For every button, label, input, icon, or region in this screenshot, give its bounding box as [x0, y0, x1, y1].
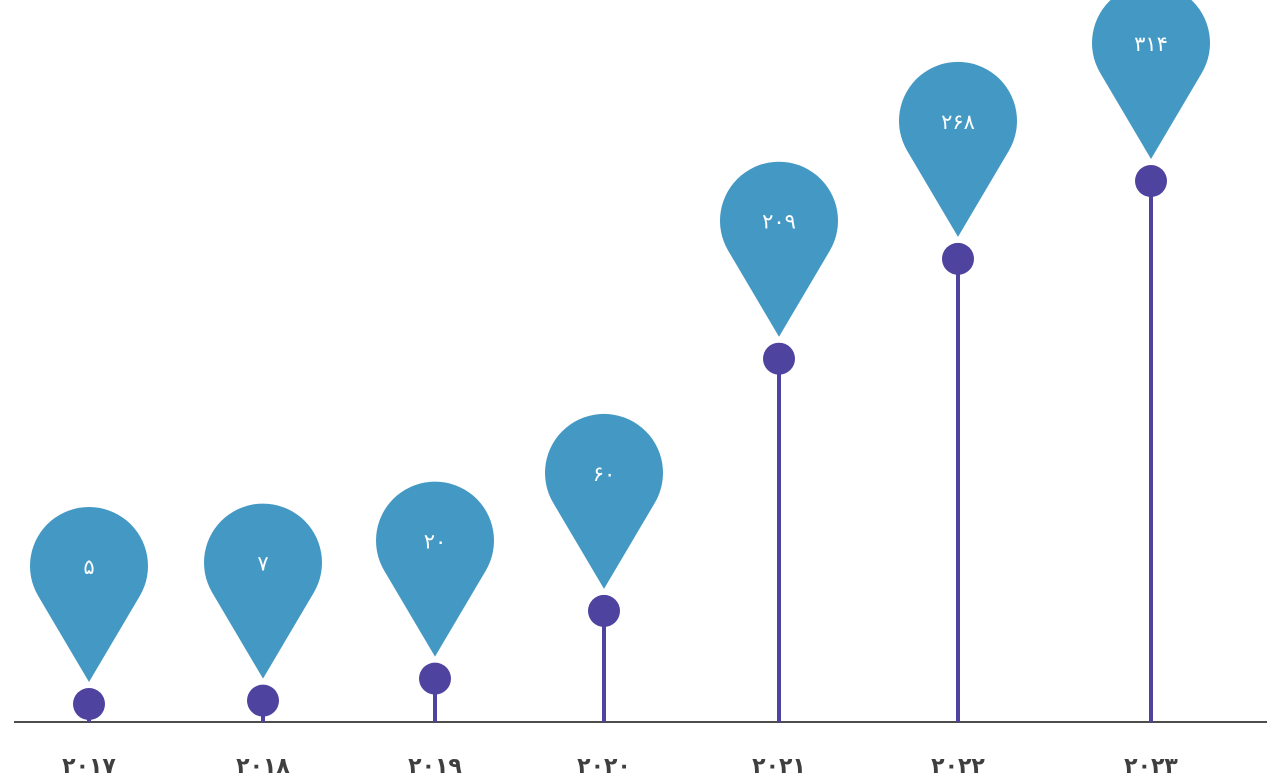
data-point-4	[763, 342, 795, 375]
x-tick-label-0: ۲۰۱۷	[62, 754, 116, 779]
data-point-6	[1135, 165, 1167, 197]
chart-marks: ۵ ۷ ۲۰ ۶۰ ۲۰۹ ۲۶۸ ۳۱۴	[29, 0, 1210, 722]
value-label-4: ۲۰۹	[762, 210, 796, 234]
value-pin-1	[204, 503, 323, 679]
x-tick-label-5: ۲۰۲۲	[931, 754, 985, 779]
data-point-5	[942, 242, 974, 275]
data-point-0	[73, 688, 105, 720]
value-pin-4	[720, 161, 838, 337]
value-pin-6	[1092, 0, 1210, 159]
value-pin-2	[376, 481, 494, 657]
data-point-2	[419, 662, 451, 695]
x-tick-label-4: ۲۰۲۱	[752, 754, 806, 779]
x-tick-label-6: ۲۰۲۳	[1124, 754, 1178, 779]
data-point-1	[247, 684, 279, 717]
x-axis-ticks: ۲۰۱۷ ۲۰۱۸ ۲۰۱۹ ۲۰۲۰ ۲۰۲۱ ۲۰۲۲ ۲۰۲۳	[62, 754, 1178, 779]
value-pin-3	[544, 413, 663, 589]
value-pin-0	[29, 507, 149, 682]
x-tick-label-3: ۲۰۲۰	[577, 754, 631, 779]
x-tick-label-1: ۲۰۱۸	[236, 754, 290, 779]
value-label-5: ۲۶۸	[941, 110, 975, 134]
value-label-1: ۷	[257, 552, 268, 576]
x-tick-label-2: ۲۰۱۹	[408, 754, 462, 779]
value-label-3: ۶۰	[593, 462, 616, 486]
value-pin-5	[899, 61, 1017, 237]
value-label-0: ۵	[83, 555, 94, 579]
value-label-2: ۲۰	[424, 530, 447, 554]
value-label-6: ۳۱۴	[1134, 32, 1168, 56]
data-point-3	[588, 594, 620, 627]
